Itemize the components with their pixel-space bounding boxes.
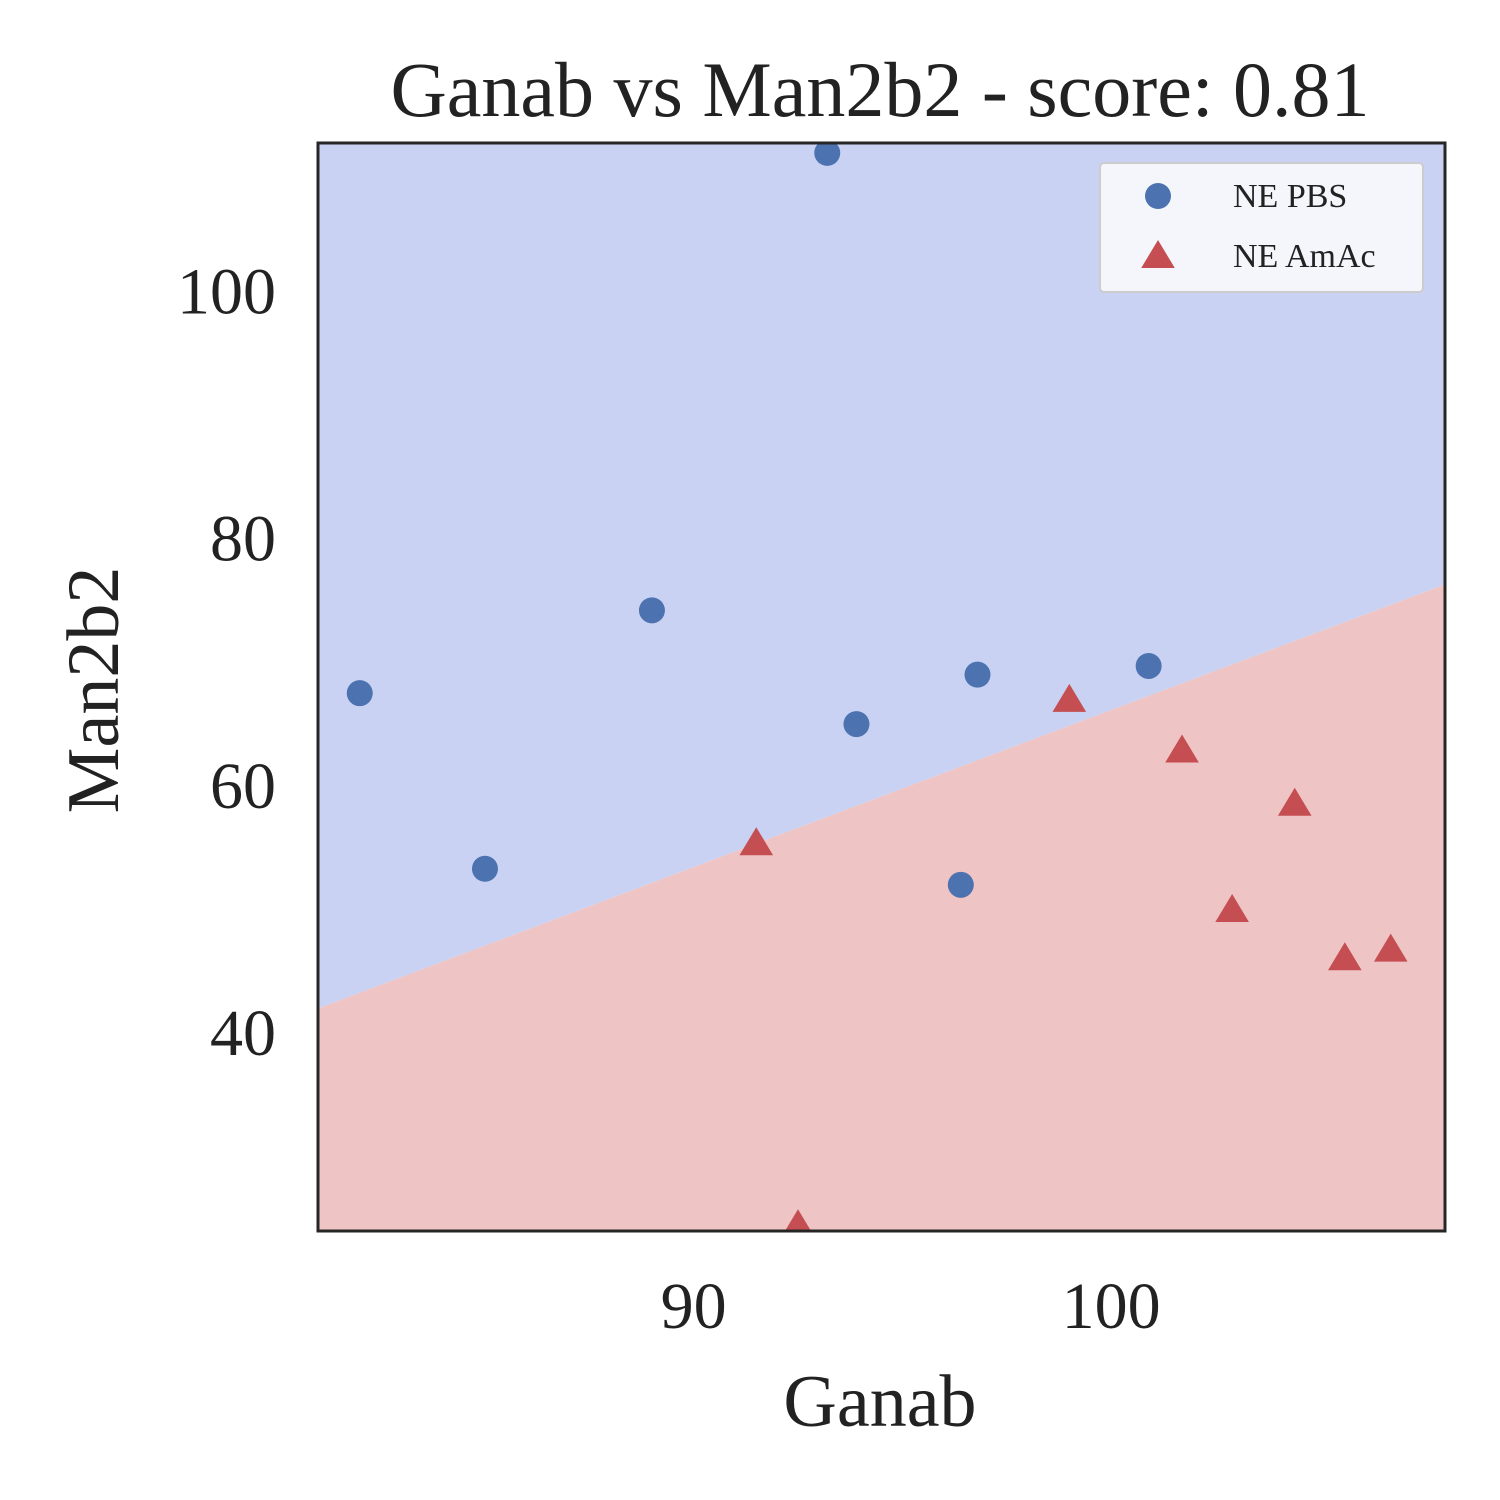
point-ne-amac-3 <box>1052 683 1087 712</box>
point-ne-amac-2 <box>784 1209 812 1231</box>
legend-label-ne-amac: NE AmAc <box>1233 238 1376 275</box>
legend-marker-ne-amac <box>1141 240 1175 268</box>
region-ne-amac <box>318 584 1445 1231</box>
point-ne-pbs-1 <box>346 680 373 707</box>
region-ne-pbs <box>318 143 1445 1009</box>
legend-marker-ne-pbs <box>1145 183 1171 209</box>
y-tick-label-100: 100 <box>177 255 276 328</box>
point-ne-amac-5 <box>1215 894 1249 923</box>
y-tick-label-60: 60 <box>210 750 276 823</box>
point-ne-pbs-3 <box>638 597 665 624</box>
point-ne-amac-8 <box>1373 933 1408 962</box>
point-ne-amac-7 <box>1328 942 1362 971</box>
point-ne-amac-6 <box>1277 787 1312 816</box>
y-axis-label: Man2b2 <box>53 567 135 814</box>
legend: NE PBS NE AmAc <box>1099 162 1424 293</box>
x-tick-label-100: 100 <box>1062 1270 1161 1343</box>
x-axis-label: Ganab <box>783 1361 976 1443</box>
x-tick-label-90: 90 <box>661 1270 727 1343</box>
data-points <box>346 143 1408 1231</box>
point-ne-pbs-6 <box>947 871 974 898</box>
y-tick-label-80: 80 <box>210 503 276 576</box>
x-axis-ticks: 90 100 <box>661 1270 1161 1343</box>
point-ne-pbs-4 <box>814 143 841 166</box>
plot-area <box>318 143 1445 1231</box>
chart-title: Ganab vs Man2b2 - score: 0.81 <box>390 46 1369 133</box>
y-axis-ticks: 40 60 80 100 <box>177 255 276 1070</box>
point-ne-amac-1 <box>739 827 774 856</box>
point-ne-pbs-2 <box>471 855 498 882</box>
point-ne-pbs-5 <box>843 711 870 738</box>
point-ne-amac-4 <box>1165 734 1199 763</box>
point-ne-pbs-7 <box>964 661 991 688</box>
legend-label-ne-pbs: NE PBS <box>1233 178 1347 215</box>
legend-box <box>1099 162 1424 293</box>
y-tick-label-40: 40 <box>210 997 276 1070</box>
plot-frame <box>316 141 1447 1233</box>
point-ne-pbs-8 <box>1135 652 1162 679</box>
